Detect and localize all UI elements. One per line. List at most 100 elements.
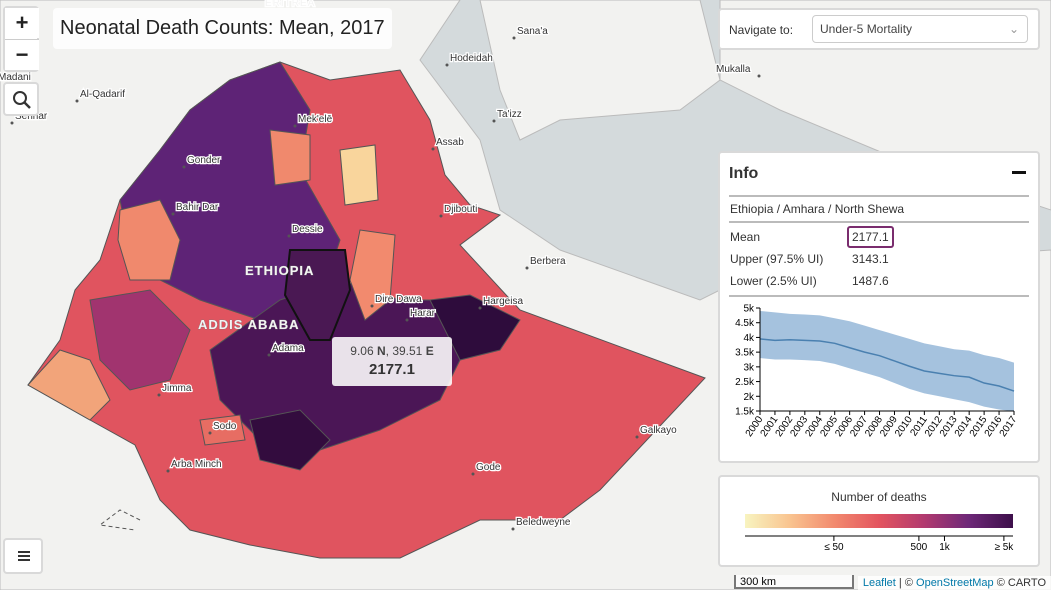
- attribution-link[interactable]: Leaflet: [862, 577, 896, 589]
- search-button[interactable]: [3, 82, 39, 116]
- place-dot: [182, 165, 186, 169]
- menu-icon: [18, 551, 30, 561]
- place-dot: [208, 431, 212, 435]
- selected-region[interactable]: [283, 249, 352, 341]
- place-label: Bahir Dar: [176, 202, 219, 213]
- info-label: Mean: [730, 230, 761, 244]
- place-label: Mukalla: [716, 64, 751, 75]
- attribution-text: | ©: [898, 577, 913, 589]
- place-label: Dessie: [292, 224, 323, 235]
- place-dot: [157, 393, 161, 397]
- place-label: Djibouti: [444, 204, 477, 215]
- divider: [729, 195, 1029, 197]
- tooltip-lon: 39.51: [392, 344, 423, 358]
- place-dot: [405, 318, 409, 322]
- place-label: Arba Minch: [171, 459, 222, 470]
- place-label: Harar: [410, 308, 436, 319]
- place-dot: [492, 119, 496, 123]
- place-label: Hodeidah: [450, 53, 493, 64]
- zoom-control: + −: [3, 6, 39, 72]
- border: [98, 509, 141, 531]
- place-dot: [171, 212, 175, 216]
- attribution-text: © CARTO: [996, 577, 1046, 589]
- place-label: Gode: [476, 462, 501, 473]
- place-dot: [757, 74, 761, 78]
- scale-bar: 300 km: [734, 575, 854, 589]
- info-panel: Info Ethiopia / Amhara / North Shewa Mea…: [718, 151, 1040, 463]
- info-value: 1487.6: [852, 274, 889, 288]
- info-path: Ethiopia / Amhara / North Shewa: [730, 202, 905, 216]
- zoom-out[interactable]: −: [5, 39, 39, 70]
- place-dot: [10, 121, 14, 125]
- region: [429, 294, 521, 361]
- region: [89, 289, 191, 391]
- place-dot: [75, 99, 79, 103]
- place-dot: [370, 304, 374, 308]
- land-arabia: [479, 0, 721, 141]
- place-dot: [445, 63, 449, 67]
- zoom-in[interactable]: +: [5, 8, 39, 38]
- attribution: Leaflet | © OpenStreetMap © CARTO: [857, 576, 1051, 590]
- region: [269, 129, 311, 186]
- region: [349, 229, 396, 321]
- info-value: 3143.1: [852, 252, 889, 266]
- place-dot: [293, 124, 297, 128]
- divider: [729, 221, 1029, 223]
- place-label: Sana'a: [517, 26, 548, 37]
- place-dot: [431, 147, 435, 151]
- tooltip-lat-hemi: N: [376, 344, 386, 358]
- place-dot: [287, 234, 291, 238]
- place-dot: [267, 353, 271, 357]
- attribution-link[interactable]: OpenStreetMap: [916, 577, 994, 589]
- legend-title: Number of deaths: [831, 490, 927, 504]
- place-label: Al-Qadarif: [80, 89, 125, 100]
- map-title: Neonatal Death Counts: Mean, 2017: [53, 8, 392, 49]
- place-label: Galkayo: [640, 425, 677, 436]
- place-dot: [511, 527, 515, 531]
- search-icon: [13, 91, 31, 109]
- divider: [729, 295, 1029, 297]
- layers-button[interactable]: [3, 538, 43, 574]
- place-dot: [439, 214, 443, 218]
- place-dot: [512, 36, 516, 40]
- place-label: Berbera: [530, 256, 566, 267]
- navigate-select[interactable]: Under-5 Mortality ⌄: [812, 15, 1028, 43]
- region: [27, 349, 111, 421]
- info-label: Lower (2.5% UI): [730, 274, 817, 288]
- place-label: Jimma: [162, 383, 192, 394]
- region: [117, 199, 181, 281]
- tooltip-value: 2177.1: [369, 361, 415, 378]
- info-heading: Info: [729, 165, 759, 182]
- place-label: Madani: [0, 72, 31, 83]
- info-label: Upper (97.5% UI): [730, 252, 824, 266]
- navigate-panel: Navigate to: Under-5 Mortality ⌄: [718, 8, 1040, 50]
- place-label: Beledweyne: [516, 517, 571, 528]
- place-label: ERITREA: [265, 0, 315, 9]
- place-label: Ta'izz: [497, 109, 522, 120]
- region: [339, 144, 379, 206]
- place-label: ADDIS ABABA: [198, 317, 300, 332]
- navigate-value: Under-5 Mortality: [820, 22, 913, 36]
- region: [199, 414, 246, 446]
- place-label: Sodo: [213, 421, 237, 432]
- navigate-label: Navigate to:: [729, 23, 794, 37]
- tooltip-lon-hemi: E: [425, 344, 434, 358]
- legend-panel: Number of deaths: [718, 475, 1040, 567]
- tooltip: 9.06 N, 39.51 E 2177.1: [332, 337, 452, 386]
- place-dot: [166, 469, 170, 473]
- place-dot: [471, 472, 475, 476]
- place-label: ETHIOPIA: [245, 263, 314, 278]
- place-label: Hargeisa: [483, 296, 523, 307]
- region: [249, 409, 331, 471]
- place-dot: [635, 435, 639, 439]
- place-label: Mek'elē: [298, 114, 333, 125]
- place-label: Assab: [436, 137, 464, 148]
- place-label: Gonder: [187, 155, 221, 166]
- place-dot: [525, 266, 529, 270]
- collapse-button[interactable]: [1012, 171, 1026, 174]
- place-label: Adama: [272, 343, 304, 354]
- info-value: 2177.1: [847, 226, 894, 248]
- tooltip-sep: ,: [385, 344, 389, 358]
- place-label: Dire Dawa: [375, 294, 422, 305]
